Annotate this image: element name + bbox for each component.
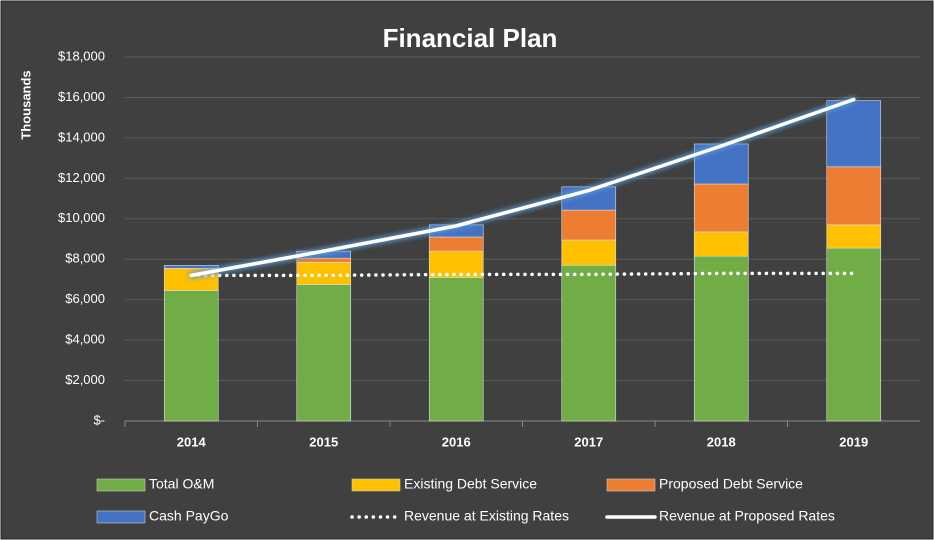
bar-segment [561,239,617,266]
bar-segment [693,143,749,185]
y-tick-label: $12,000 [58,170,105,185]
legend-swatch [96,478,146,492]
bar-segment [693,231,749,257]
bar-segment [561,209,617,241]
bar-segment [561,264,617,422]
legend-swatch [96,510,146,524]
y-tick-label: $6,000 [65,291,105,306]
bar-segment [428,277,484,422]
legend-label: Existing Debt Service [404,476,537,492]
legend-label: Cash PayGo [149,508,229,524]
y-tick-label: $10,000 [58,210,105,225]
y-tick-label: $16,000 [58,89,105,104]
legend-label: Revenue at Existing Rates [404,508,569,524]
bar-segment [428,236,484,252]
bar-segment [693,183,749,233]
x-tick-label: 2017 [574,434,603,449]
legend-label: Revenue at Proposed Rates [659,508,835,524]
x-tick-label: 2018 [707,434,736,449]
bar-segment [693,255,749,422]
y-tick-label: $14,000 [58,129,105,144]
line [189,97,856,278]
y-axis-label: Thousands [18,70,33,139]
legend-label: Total O&M [149,476,214,492]
y-tick-label: $2,000 [65,372,105,387]
bar-segment [163,290,219,422]
y-tick-label: $- [93,412,105,427]
y-tick-label: $4,000 [65,332,105,347]
bar-segment [826,166,882,226]
legend-swatch [351,478,401,492]
y-tick-label: $18,000 [58,48,105,63]
bar-segment [296,257,352,263]
bar-segment [826,224,882,249]
bar-segment [296,284,352,422]
chart-title: Financial Plan [383,23,558,53]
legend-swatch [606,478,656,492]
line [189,271,856,278]
x-tick-label: 2016 [442,434,471,449]
bar-segment [296,261,352,285]
legend-label: Proposed Debt Service [659,476,803,492]
bar-segment [826,247,882,422]
bar-segment [163,264,219,269]
x-tick-label: 2019 [839,434,868,449]
x-tick-label: 2014 [177,434,207,449]
y-tick-label: $8,000 [65,251,105,266]
bar-segment [826,100,882,168]
x-tick-label: 2015 [309,434,338,449]
